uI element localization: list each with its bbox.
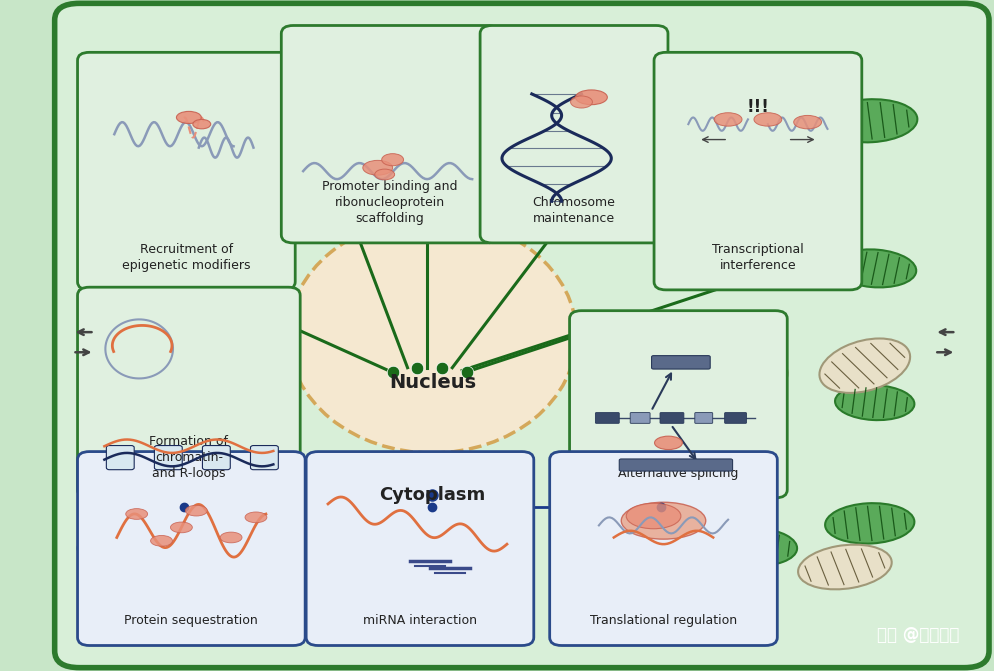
FancyBboxPatch shape (78, 52, 295, 290)
FancyBboxPatch shape (595, 413, 619, 423)
Ellipse shape (714, 113, 742, 126)
Ellipse shape (714, 528, 797, 566)
Ellipse shape (621, 502, 706, 539)
Ellipse shape (125, 509, 147, 519)
FancyBboxPatch shape (695, 413, 713, 423)
Ellipse shape (245, 512, 266, 523)
Ellipse shape (171, 522, 192, 533)
FancyBboxPatch shape (55, 3, 989, 668)
FancyBboxPatch shape (480, 25, 668, 243)
Ellipse shape (825, 503, 914, 544)
FancyBboxPatch shape (154, 446, 182, 470)
Ellipse shape (754, 113, 782, 126)
FancyBboxPatch shape (281, 25, 499, 243)
Ellipse shape (798, 545, 892, 589)
FancyBboxPatch shape (652, 356, 710, 369)
FancyBboxPatch shape (78, 287, 300, 498)
Ellipse shape (288, 218, 577, 453)
Ellipse shape (78, 528, 161, 566)
Ellipse shape (375, 169, 395, 180)
Text: Promoter binding and
ribonucleoprotein
scaffolding: Promoter binding and ribonucleoprotein s… (322, 180, 458, 225)
Text: Alternative splicing: Alternative splicing (618, 467, 739, 480)
Text: Recruitment of
epigenetic modifiers: Recruitment of epigenetic modifiers (122, 243, 250, 272)
Ellipse shape (186, 505, 208, 516)
Ellipse shape (176, 111, 201, 123)
Text: Protein sequestration: Protein sequestration (124, 615, 258, 627)
Ellipse shape (151, 535, 173, 546)
FancyBboxPatch shape (660, 413, 684, 423)
Ellipse shape (822, 99, 917, 142)
FancyBboxPatch shape (619, 459, 733, 471)
Ellipse shape (193, 119, 211, 129)
Ellipse shape (793, 115, 822, 129)
FancyBboxPatch shape (550, 452, 777, 646)
FancyBboxPatch shape (630, 413, 650, 423)
Ellipse shape (819, 338, 911, 393)
Text: Translational regulation: Translational regulation (589, 615, 738, 627)
Ellipse shape (382, 154, 404, 166)
FancyBboxPatch shape (78, 452, 305, 646)
Ellipse shape (161, 339, 266, 393)
FancyBboxPatch shape (725, 413, 746, 423)
Text: 知乎 @生信森林: 知乎 @生信森林 (877, 626, 959, 644)
Ellipse shape (654, 436, 682, 450)
Ellipse shape (576, 90, 607, 105)
Ellipse shape (363, 160, 393, 175)
FancyBboxPatch shape (203, 446, 231, 470)
Text: Cytoplasm: Cytoplasm (380, 486, 485, 504)
Ellipse shape (571, 96, 592, 108)
Text: !!!: !!! (746, 99, 769, 116)
Text: Chromosome
maintenance: Chromosome maintenance (533, 196, 615, 225)
FancyBboxPatch shape (106, 446, 134, 470)
FancyBboxPatch shape (306, 452, 534, 646)
Text: Formation of
chromatin-
and R-loops: Formation of chromatin- and R-loops (149, 435, 229, 480)
Ellipse shape (221, 532, 243, 543)
FancyBboxPatch shape (250, 446, 278, 470)
Text: Transcriptional
interference: Transcriptional interference (712, 243, 804, 272)
Text: miRNA interaction: miRNA interaction (363, 615, 477, 627)
Ellipse shape (626, 503, 681, 529)
Ellipse shape (833, 250, 916, 287)
Ellipse shape (835, 385, 914, 420)
Text: Nucleus: Nucleus (389, 373, 476, 392)
FancyBboxPatch shape (654, 52, 862, 290)
Ellipse shape (684, 338, 787, 394)
FancyBboxPatch shape (570, 311, 787, 498)
